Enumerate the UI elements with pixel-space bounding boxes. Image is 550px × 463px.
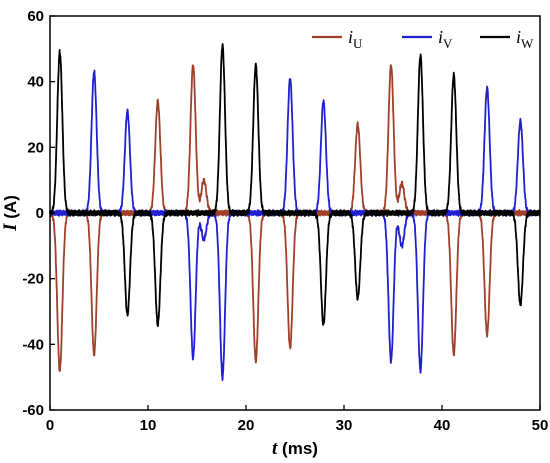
x-tick-label-2: 20 (238, 417, 255, 434)
y-tick-label-6: 60 (27, 8, 44, 25)
x-axis-unit: (ms) (277, 439, 318, 458)
y-axis-symbol: I (0, 223, 21, 232)
y-tick-label-4: 20 (27, 139, 44, 156)
x-tick-label-1: 10 (140, 417, 157, 434)
series-line-iW (49, 43, 541, 327)
x-tick-label-3: 30 (336, 417, 353, 434)
x-tick-label-4: 40 (434, 417, 451, 434)
x-tick-label-0: 0 (46, 417, 54, 434)
x-tick-label-5: 50 (532, 417, 549, 434)
y-axis-title: I (A) (0, 195, 21, 232)
legend-label-iW: iW (516, 27, 534, 51)
y-tick-label-3: 0 (36, 205, 44, 222)
y-tick-label-5: 40 (27, 74, 44, 91)
series-line-iU (49, 64, 541, 372)
x-axis-title: t (ms) (272, 438, 318, 459)
legend-label-iU: iU (348, 27, 363, 51)
y-tick-label-2: -20 (22, 271, 44, 288)
x-axis-symbol: t (272, 438, 278, 459)
y-tick-label-1: -40 (22, 336, 44, 353)
y-axis-unit: (A) (1, 195, 20, 223)
legend: iU iV iW (312, 27, 534, 51)
axes: 0 10 20 30 40 50 -60 -40 -20 0 20 40 60 (22, 8, 548, 434)
series-line-iV (49, 69, 541, 382)
plot-series (49, 43, 541, 382)
legend-label-iV: iV (438, 27, 453, 51)
y-tick-label-0: -60 (22, 402, 44, 419)
